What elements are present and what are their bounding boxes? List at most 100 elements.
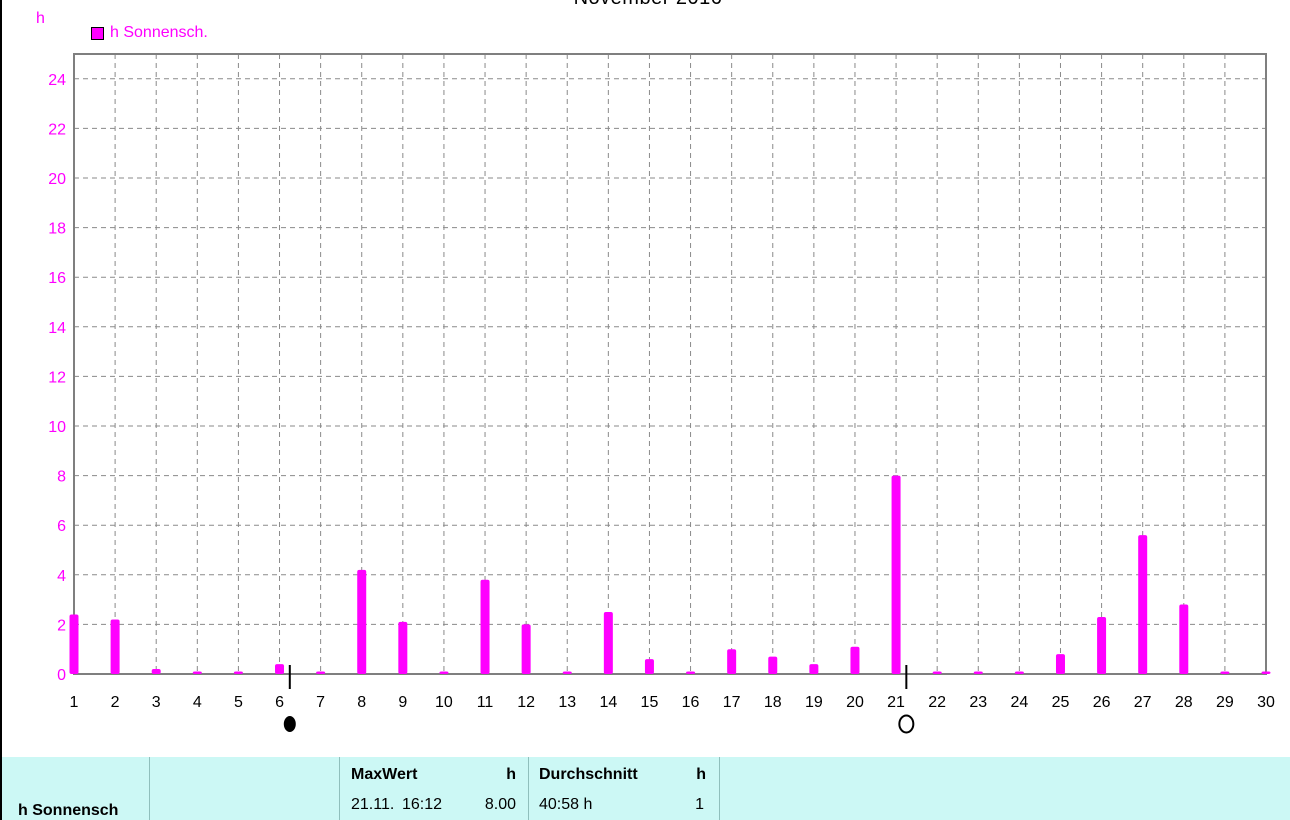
y-tick-label: 6 [57, 518, 66, 535]
bar-day-13 [562, 671, 572, 674]
x-tick-label: 20 [846, 694, 864, 711]
bar-day-12 [521, 624, 531, 674]
stats-empty-cell [150, 757, 340, 820]
max-date: 21.11. [351, 796, 395, 813]
legend: h Sonnensch. [91, 24, 208, 42]
x-tick-label: 19 [805, 694, 823, 711]
avg-value: 1 [695, 796, 704, 813]
bar-day-23 [973, 671, 983, 674]
legend-label: h Sonnensch. [110, 24, 208, 41]
moon-phase-markers [283, 665, 915, 734]
bar-day-29 [1220, 671, 1230, 674]
max-header: MaxWert [351, 766, 418, 783]
x-tick-label: 3 [152, 694, 161, 711]
x-tick-label: 2 [111, 694, 120, 711]
x-tick-label: 30 [1257, 694, 1275, 711]
bar-day-17 [727, 649, 737, 674]
bar-day-15 [644, 659, 654, 674]
bar-day-16 [686, 671, 696, 674]
bar-day-18 [768, 656, 778, 674]
x-tick-label: 5 [234, 694, 243, 711]
y-tick-label: 8 [57, 469, 66, 486]
y-tick-label: 14 [48, 320, 66, 337]
x-tick-label: 14 [599, 694, 617, 711]
bar-day-27 [1138, 535, 1148, 674]
bar-day-8 [357, 569, 367, 674]
x-tick-label: 26 [1093, 694, 1111, 711]
y-tick-label: 16 [48, 270, 66, 287]
bar-day-22 [932, 671, 942, 674]
bar-day-3 [151, 669, 161, 674]
stats-table: h Sonnensch MaxWert h 21.11. 16:12 8.00 … [2, 757, 1290, 820]
x-tick-label: 1 [70, 694, 79, 711]
y-tick-label: 24 [48, 72, 66, 89]
y-tick-label: 2 [57, 617, 66, 634]
x-tick-label: 4 [193, 694, 202, 711]
bar-day-20 [850, 646, 860, 674]
y-tick-label: 22 [48, 121, 66, 138]
y-tick-label: 10 [48, 419, 66, 436]
x-tick-label: 29 [1216, 694, 1234, 711]
stats-avg-cell: Durchschnitt h 40:58 h 1 [529, 757, 720, 820]
legend-swatch [91, 26, 104, 40]
bar-day-25 [1055, 654, 1065, 674]
bar-day-14 [603, 612, 613, 674]
bar-day-9 [398, 621, 408, 674]
bar-day-30 [1261, 671, 1271, 674]
x-tick-label: 17 [723, 694, 741, 711]
bar-day-5 [233, 671, 243, 674]
x-tick-label: 12 [517, 694, 535, 711]
plot-area-border [73, 53, 1267, 675]
bar-day-1 [69, 614, 79, 674]
x-tick-label: 7 [316, 694, 325, 711]
avg-sum: 40:58 h [539, 796, 593, 813]
x-tick-label: 28 [1175, 694, 1193, 711]
y-tick-label: 0 [57, 667, 66, 684]
x-tick-label: 13 [558, 694, 576, 711]
x-tick-label: 18 [764, 694, 782, 711]
x-tick-label: 10 [435, 694, 453, 711]
grid-lines [74, 54, 1266, 674]
chart-title: November 2016 [2, 0, 1290, 10]
y-tick-label: 20 [48, 171, 66, 188]
x-tick-label: 6 [275, 694, 284, 711]
stats-label-cell: h Sonnensch [2, 757, 150, 820]
max-unit: h [506, 766, 516, 783]
x-tick-label: 8 [357, 694, 366, 711]
x-tick-label: 15 [641, 694, 659, 711]
x-tick-labels: 1 2 3 4 5 6 7 8 9 10 11 12 13 14 15 16 17 18 19 20 21 22 23 24 2… [70, 694, 1275, 711]
bar-day-19 [809, 664, 819, 674]
bar-day-10 [439, 671, 449, 674]
x-tick-label: 25 [1052, 694, 1070, 711]
full-moon-icon [898, 714, 915, 734]
x-tick-label: 22 [928, 694, 946, 711]
bar-day-28 [1179, 604, 1189, 674]
y-tick-label: 18 [48, 221, 66, 238]
bar-day-4 [192, 671, 202, 674]
max-time: 16:12 [402, 796, 443, 813]
max-value: 8.00 [484, 796, 516, 813]
avg-header: Durchschnitt [539, 766, 638, 783]
bar-day-7 [316, 671, 326, 674]
bar-day-6 [275, 664, 285, 674]
bar-day-26 [1097, 616, 1107, 674]
stats-row-label: h Sonnensch [18, 802, 119, 819]
x-tick-label: 24 [1010, 694, 1028, 711]
x-tick-label: 11 [477, 694, 494, 711]
y-tick-label: 4 [57, 568, 66, 585]
bar-day-2 [110, 619, 120, 674]
y-tick-label: 12 [48, 369, 66, 386]
avg-unit: h [696, 766, 706, 783]
new-moon-icon [283, 716, 296, 732]
x-tick-label: 16 [682, 694, 700, 711]
bar-day-24 [1014, 671, 1024, 674]
bar-day-21 [891, 475, 901, 674]
x-tick-label: 21 [887, 694, 905, 711]
bar-day-11 [480, 579, 490, 674]
stats-max-cell: MaxWert h 21.11. 16:12 8.00 [340, 757, 529, 820]
x-tick-label: 9 [398, 694, 407, 711]
x-tick-label: 23 [969, 694, 987, 711]
